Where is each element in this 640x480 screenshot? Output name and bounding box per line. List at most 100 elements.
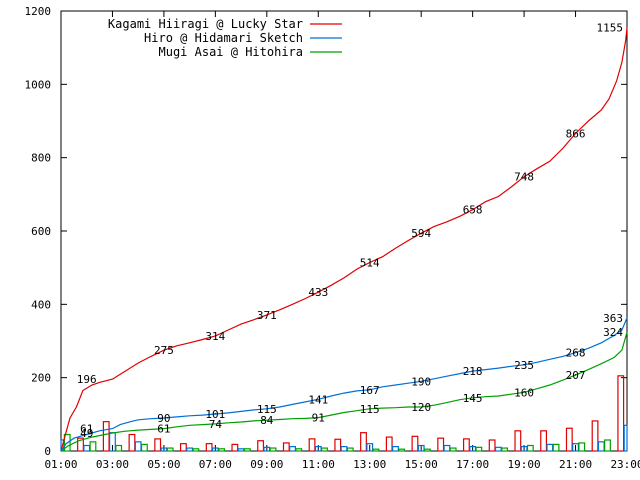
x-tick-label: 09:00 <box>250 458 283 471</box>
x-tick-label: 07:00 <box>199 458 232 471</box>
x-tick-label: 19:00 <box>508 458 541 471</box>
bar <box>308 438 316 452</box>
data-label: 207 <box>566 369 586 382</box>
data-label: 866 <box>566 127 586 140</box>
x-tick-label: 13:00 <box>353 458 386 471</box>
plot-area-frame <box>60 10 628 452</box>
data-label: 196 <box>77 373 97 386</box>
data-label: 160 <box>514 386 534 399</box>
bar <box>597 441 605 452</box>
bar <box>366 443 374 452</box>
bar <box>546 443 554 452</box>
data-label: 324 <box>603 326 623 339</box>
data-label: 363 <box>603 312 623 325</box>
bar <box>192 448 200 452</box>
bar <box>385 436 393 452</box>
bar <box>334 438 342 452</box>
data-label: 115 <box>257 403 277 416</box>
line-series <box>60 27 628 452</box>
data-label: 90 <box>157 412 170 425</box>
x-tick-label: 21:00 <box>559 458 592 471</box>
bar <box>617 375 625 452</box>
bar <box>578 442 586 452</box>
bar <box>205 443 213 452</box>
bar <box>475 446 483 452</box>
bar-series <box>60 375 628 452</box>
y-tick-label: 400 <box>31 298 51 311</box>
x-tick-label: 11:00 <box>302 458 335 471</box>
bar <box>591 420 599 452</box>
bar <box>514 430 522 452</box>
y-tick-label: 1200 <box>25 5 52 18</box>
bar <box>398 448 406 452</box>
bar <box>89 441 97 452</box>
data-label: 84 <box>260 414 274 427</box>
data-label: 514 <box>360 257 380 270</box>
bar <box>494 446 502 452</box>
bar <box>488 439 496 452</box>
bar <box>154 438 162 452</box>
legend-label: Kagami Hiiragi @ Lucky Star <box>108 17 303 31</box>
data-label: 145 <box>463 392 483 405</box>
x-tick-label: 23:00 <box>610 458 640 471</box>
data-label: 91 <box>312 412 325 425</box>
bar <box>295 448 303 452</box>
data-label: 190 <box>411 375 431 388</box>
x-axis: 01:00 03:00 05:00 07:00 09:00 11:00 13:00 15:00… <box>44 11 640 471</box>
bar <box>218 448 226 452</box>
y-tick-label: 600 <box>31 225 51 238</box>
bar <box>128 433 136 452</box>
bar <box>437 437 445 452</box>
bar <box>231 443 239 452</box>
bar <box>269 447 277 452</box>
bar <box>360 432 367 452</box>
bar <box>186 447 194 452</box>
x-tick-label: 01:00 <box>44 458 77 471</box>
y-tick-label: 200 <box>31 372 51 385</box>
bar <box>623 424 628 452</box>
bar <box>63 433 71 452</box>
data-label: 49 <box>80 427 93 440</box>
data-label: 120 <box>411 401 431 414</box>
x-tick-label: 03:00 <box>96 458 129 471</box>
bar <box>289 446 296 452</box>
bar <box>282 442 290 452</box>
bar <box>540 430 548 452</box>
bar <box>372 448 380 452</box>
bar <box>411 435 419 452</box>
bar <box>417 444 425 452</box>
bar <box>102 421 110 452</box>
bar <box>346 447 354 452</box>
bar <box>449 447 457 452</box>
data-label: 268 <box>566 347 586 360</box>
bar <box>321 447 328 452</box>
bar <box>462 438 470 452</box>
series-line <box>60 27 628 452</box>
data-label: 115 <box>360 403 380 416</box>
data-label: 275 <box>154 344 174 357</box>
data-label: 141 <box>308 393 328 406</box>
data-label: 314 <box>205 330 225 343</box>
bar <box>83 444 91 452</box>
bar <box>565 427 573 452</box>
bar <box>179 443 187 452</box>
bar <box>166 447 174 452</box>
bar <box>115 444 123 452</box>
data-label: 167 <box>360 384 380 397</box>
bar <box>134 441 142 452</box>
data-label: 235 <box>514 359 534 372</box>
data-label: 61 <box>157 423 170 436</box>
data-label: 1155 <box>597 22 624 35</box>
data-label: 74 <box>209 418 223 431</box>
data-label: 658 <box>463 204 483 217</box>
bar <box>443 444 451 452</box>
bar <box>423 448 431 452</box>
bar <box>526 444 534 452</box>
data-label: 433 <box>308 286 328 299</box>
bar <box>552 443 560 452</box>
y-tick-label: 800 <box>31 152 51 165</box>
bar <box>257 440 265 452</box>
legend-label: Hiro @ Hidamari Sketch <box>144 31 303 45</box>
